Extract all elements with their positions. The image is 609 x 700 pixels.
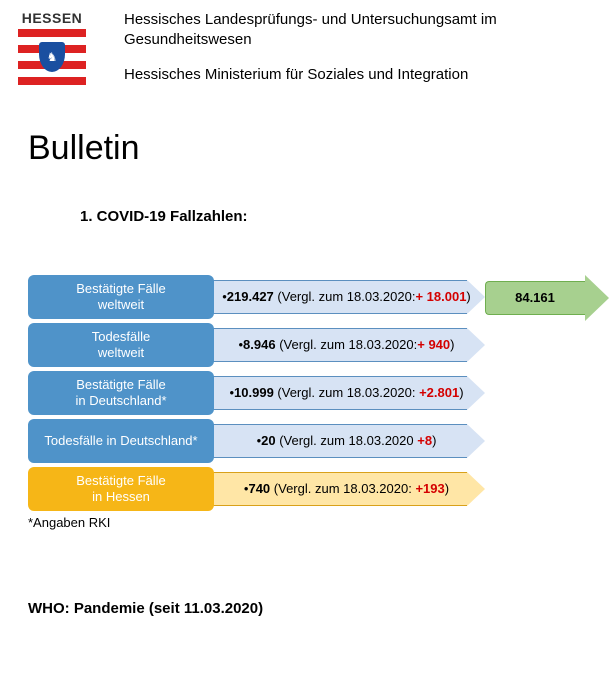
stat-row: Todesfälle in Deutschland* •20 (Vergl. zu… (0, 419, 609, 463)
stat-label: Todesfälleweltweit (28, 323, 214, 367)
stat-row: Bestätigte Fällein Hessen •740 (Vergl. zu… (0, 467, 609, 511)
stat-value-text: •10.999 (Vergl. zum 18.03.2020: +2.801) (229, 385, 463, 400)
stat-data: •740 (Vergl. zum 18.03.2020: +193) (208, 472, 485, 506)
stat-data: •10.999 (Vergl. zum 18.03.2020: +2.801) (208, 376, 485, 410)
crest-stripes: ♞ (18, 29, 86, 85)
hessen-crest: HESSEN ♞ (18, 10, 86, 85)
authority-name-1: Hessisches Landesprüfungs- und Untersuch… (124, 10, 591, 51)
stat-data: •20 (Vergl. zum 18.03.2020 +8) (208, 424, 485, 458)
authority-name-2: Hessisches Ministerium für Soziales und … (124, 65, 591, 85)
stat-row: Bestätigte Fällein Deutschland* •10.999 (… (0, 371, 609, 415)
section-heading: 1. COVID-19 Fallzahlen: (80, 208, 609, 225)
data-rows: 84.161 Bestätigte Fälleweltweit•219.427 … (0, 275, 609, 511)
stat-row: Bestätigte Fälleweltweit •219.427 (Vergl.… (0, 275, 609, 319)
page-title: Bulletin (28, 129, 609, 168)
source-note: *Angaben RKI (28, 515, 609, 530)
stat-label: Todesfälle in Deutschland* (28, 419, 214, 463)
stat-label: Bestätigte Fällein Hessen (28, 467, 214, 511)
who-status: WHO: Pandemie (seit 11.03.2020) (28, 600, 609, 617)
stat-label: Bestätigte Fälleweltweit (28, 275, 214, 319)
document-header: HESSEN ♞ Hessisches Landesprüfungs- und … (0, 0, 609, 99)
stat-value-text: •740 (Vergl. zum 18.03.2020: +193) (244, 481, 449, 496)
crest-text: HESSEN (18, 10, 86, 26)
header-text: Hessisches Landesprüfungs- und Untersuch… (86, 10, 591, 99)
stat-data: •8.946 (Vergl. zum 18.03.2020:+ 940) (208, 328, 485, 362)
stat-value-text: •20 (Vergl. zum 18.03.2020 +8) (257, 433, 437, 448)
stat-row: Todesfälleweltweit •8.946 (Vergl. zum 18.… (0, 323, 609, 367)
stat-label: Bestätigte Fällein Deutschland* (28, 371, 214, 415)
stat-value-text: •8.946 (Vergl. zum 18.03.2020:+ 940) (238, 337, 454, 352)
stat-value-text: •219.427 (Vergl. zum 18.03.2020:+ 18.001… (222, 289, 471, 304)
stat-data: •219.427 (Vergl. zum 18.03.2020:+ 18.001… (208, 280, 485, 314)
